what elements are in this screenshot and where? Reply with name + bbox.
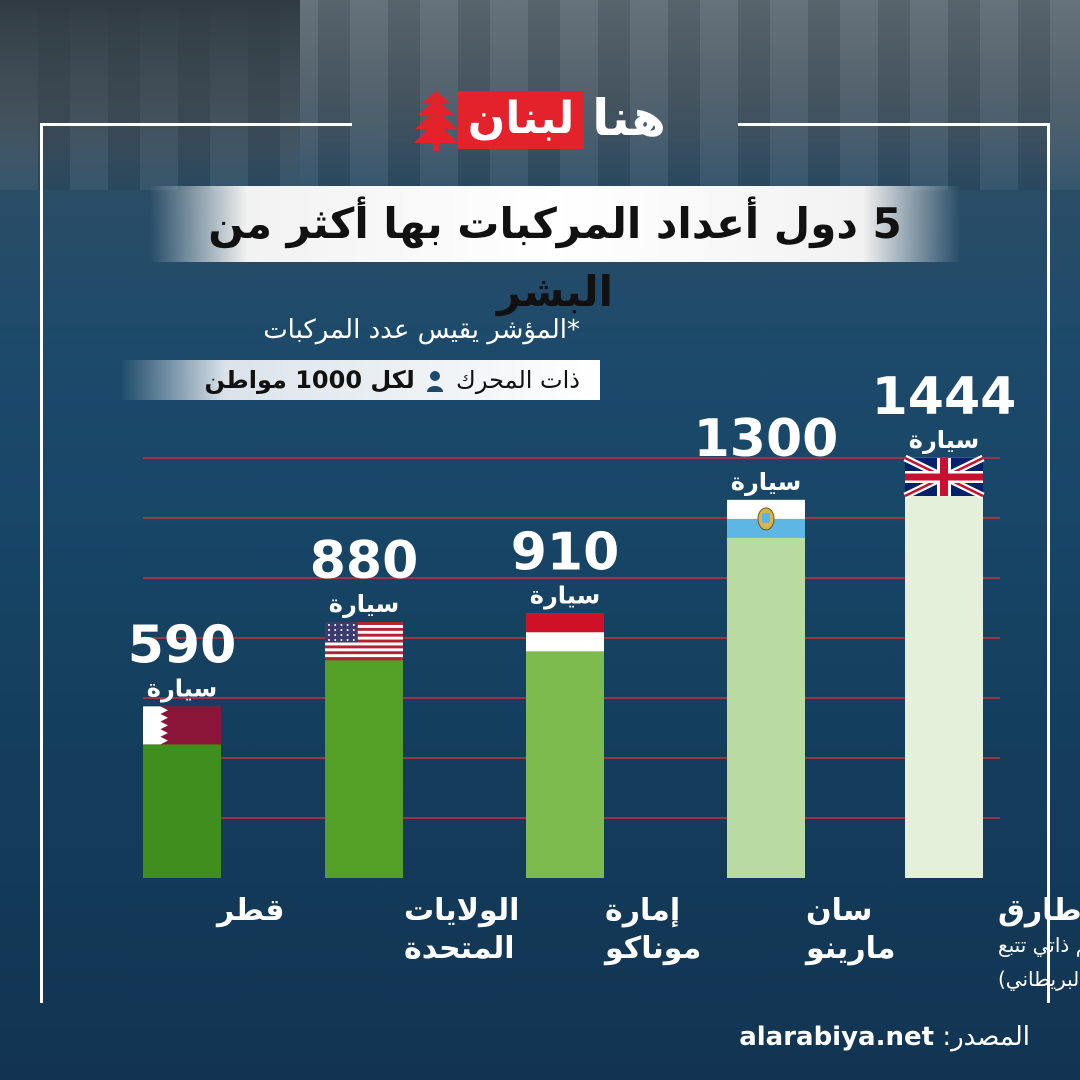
frame-top-left xyxy=(40,123,352,126)
source-line: المصدر: alarabiya.net xyxy=(640,1016,1030,1058)
unit-label: سيارة xyxy=(147,674,217,702)
logo-word-lebanon: لبنان xyxy=(458,91,584,149)
frame-right xyxy=(1047,123,1050,1003)
value-label: 880 xyxy=(310,531,419,591)
unit-label: سيارة xyxy=(530,581,600,609)
value-label: 1300 xyxy=(694,409,839,469)
bar xyxy=(727,499,805,878)
category-label: جبل طارق xyxy=(998,893,1080,928)
san-marino-flag xyxy=(727,499,805,538)
logo-word-here: هنا xyxy=(592,89,666,147)
unit-label: سيارة xyxy=(329,590,399,618)
value-label: 1444 xyxy=(872,367,1017,427)
monaco-flag xyxy=(526,613,604,652)
unit-label: سيارة xyxy=(731,468,801,496)
bar xyxy=(325,622,403,878)
category-label: مارينو xyxy=(804,931,895,966)
bar xyxy=(526,613,604,878)
note-banner xyxy=(120,360,600,400)
note-line-2: ذات المحرك لكل 1000 مواطن xyxy=(160,360,580,400)
frame-left xyxy=(40,123,43,1003)
qatar-flag xyxy=(143,706,221,745)
value-label: 910 xyxy=(511,522,620,582)
usa-flag xyxy=(325,622,403,661)
note-line-2-text: ذات المحرك xyxy=(456,366,580,394)
category-label: إمارة xyxy=(605,893,680,928)
category-label: موناكو xyxy=(603,931,701,966)
category-label: المتحدة xyxy=(404,931,515,966)
note-line-1: *المؤشر يقيس عدد المركبات xyxy=(263,315,580,345)
category-label: قطر xyxy=(215,893,285,928)
note-line-2-bold: لكل 1000 مواطن xyxy=(204,366,415,394)
source-site: alarabiya.net xyxy=(739,1022,935,1052)
category-label: الولايات xyxy=(404,893,519,928)
person-icon xyxy=(427,371,444,392)
brand-logo: لبنان هنا xyxy=(412,85,668,155)
category-label: سان xyxy=(806,893,872,928)
bar xyxy=(905,458,983,878)
category-label: التاج البريطاني) xyxy=(998,967,1080,992)
bar-chart: 590سيارةقطر880سيارةالولاياتالمتحدة910سيا… xyxy=(128,367,1080,992)
source-label: المصدر: xyxy=(942,1022,1030,1052)
category-label: (حكم ذاتي تتبع xyxy=(998,933,1080,958)
cedar-icon xyxy=(414,91,458,151)
title-banner xyxy=(150,186,960,262)
chart-title: 5 دول أعداد المركبات بها أكثر من البشر xyxy=(208,199,902,316)
road-shadow xyxy=(0,0,300,190)
uk-flag xyxy=(903,454,985,500)
value-label: 590 xyxy=(128,615,237,675)
frame-top-right xyxy=(738,123,1050,126)
unit-label: سيارة xyxy=(909,426,979,454)
